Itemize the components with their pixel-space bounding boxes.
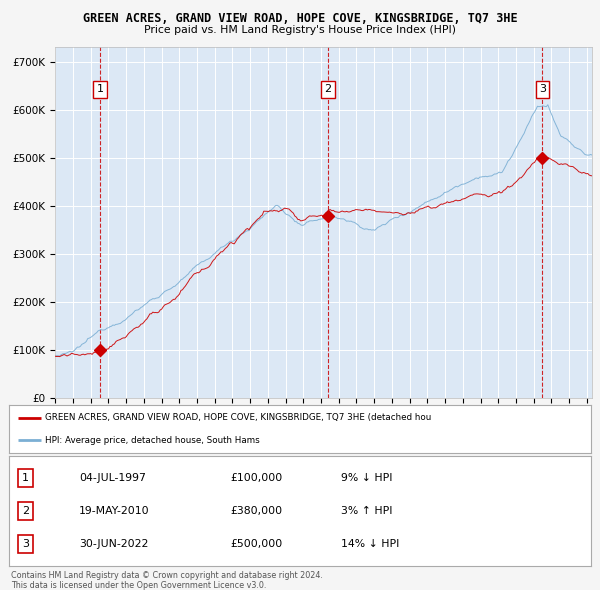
Text: 2: 2 — [324, 84, 331, 94]
Text: £100,000: £100,000 — [230, 473, 283, 483]
Text: £500,000: £500,000 — [230, 539, 283, 549]
Text: 1: 1 — [22, 473, 29, 483]
Text: 04-JUL-1997: 04-JUL-1997 — [79, 473, 146, 483]
Text: 1: 1 — [97, 84, 104, 94]
Text: GREEN ACRES, GRAND VIEW ROAD, HOPE COVE, KINGSBRIDGE, TQ7 3HE: GREEN ACRES, GRAND VIEW ROAD, HOPE COVE,… — [83, 12, 517, 25]
Text: 14% ↓ HPI: 14% ↓ HPI — [341, 539, 399, 549]
Text: 3: 3 — [539, 84, 546, 94]
Text: 19-MAY-2010: 19-MAY-2010 — [79, 506, 149, 516]
Text: £380,000: £380,000 — [230, 506, 282, 516]
Text: GREEN ACRES, GRAND VIEW ROAD, HOPE COVE, KINGSBRIDGE, TQ7 3HE (detached hou: GREEN ACRES, GRAND VIEW ROAD, HOPE COVE,… — [45, 414, 431, 422]
Text: HPI: Average price, detached house, South Hams: HPI: Average price, detached house, Sout… — [45, 435, 260, 444]
Text: 9% ↓ HPI: 9% ↓ HPI — [341, 473, 392, 483]
Text: Contains HM Land Registry data © Crown copyright and database right 2024.
This d: Contains HM Land Registry data © Crown c… — [11, 571, 323, 590]
Text: 30-JUN-2022: 30-JUN-2022 — [79, 539, 148, 549]
Text: 3% ↑ HPI: 3% ↑ HPI — [341, 506, 392, 516]
Text: 3: 3 — [22, 539, 29, 549]
Text: Price paid vs. HM Land Registry's House Price Index (HPI): Price paid vs. HM Land Registry's House … — [144, 25, 456, 35]
Text: 2: 2 — [22, 506, 29, 516]
